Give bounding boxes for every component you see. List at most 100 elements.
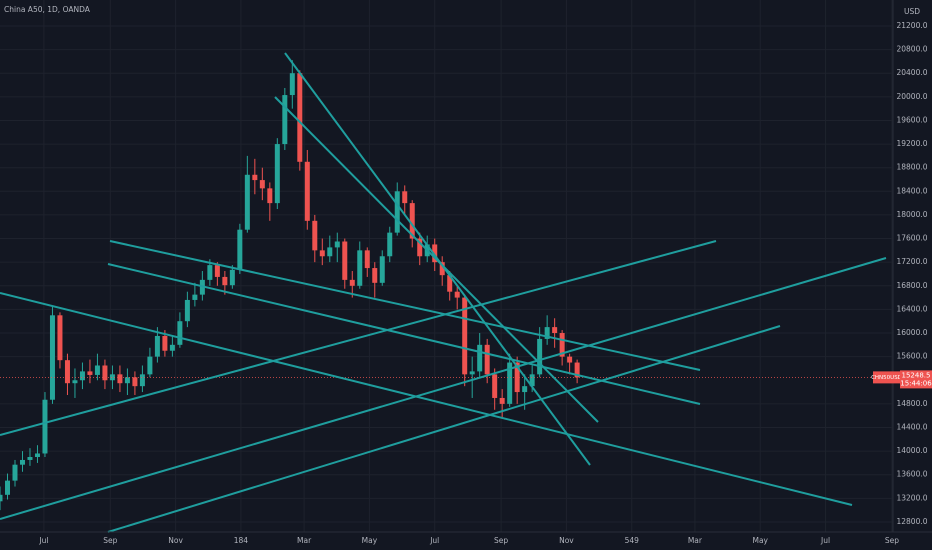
y-tick-label: 20000.0 xyxy=(896,92,927,101)
candle-body xyxy=(117,374,123,384)
candle-body xyxy=(507,362,513,404)
candle-body xyxy=(304,161,310,221)
candle-body xyxy=(342,241,348,280)
x-tick-label: Jul xyxy=(429,536,439,545)
candle-body xyxy=(522,386,528,393)
candle-body xyxy=(79,371,85,381)
candle-body xyxy=(0,494,3,502)
countdown-label: 15:44:06 xyxy=(900,379,932,387)
candle-body xyxy=(252,174,258,181)
y-tick-label: 20400.0 xyxy=(896,68,927,77)
candle-body xyxy=(49,315,55,400)
candle-body xyxy=(34,453,40,458)
candle-body xyxy=(552,327,558,334)
symbol-label-box xyxy=(873,371,900,384)
candle-body xyxy=(372,268,378,283)
trend-line xyxy=(284,52,591,466)
x-tick-label: Sep xyxy=(885,536,899,545)
trend-line xyxy=(0,240,717,436)
candle-body xyxy=(559,333,565,357)
candle-body xyxy=(514,362,520,393)
x-tick-label: May xyxy=(752,536,768,545)
x-tick-label: 549 xyxy=(625,536,640,545)
candle-body xyxy=(529,374,535,387)
candle-body xyxy=(282,95,288,145)
trend-line xyxy=(0,292,853,506)
trend-line xyxy=(109,240,701,371)
candle-body xyxy=(289,73,295,96)
candle-body xyxy=(477,344,483,372)
candle-body xyxy=(409,203,415,239)
y-tick-label: 20800.0 xyxy=(896,45,927,54)
candle-body xyxy=(574,362,580,378)
candle-body xyxy=(469,371,475,375)
candle-body xyxy=(244,174,250,230)
y-tick-label: 14000.0 xyxy=(896,446,927,455)
y-tick-label: 16000.0 xyxy=(896,328,927,337)
y-tick-label: 18000.0 xyxy=(896,210,927,219)
candle-body xyxy=(229,269,235,286)
candle-body xyxy=(454,291,460,298)
candle-body xyxy=(379,256,385,283)
candles xyxy=(0,60,893,511)
candle-body xyxy=(154,335,160,357)
candle-body xyxy=(537,338,543,375)
candle-body xyxy=(102,365,108,381)
candle-body xyxy=(162,335,168,351)
x-tick-label: Nov xyxy=(168,536,183,545)
candle-body xyxy=(64,360,70,384)
candle-body xyxy=(357,250,363,286)
candle-body xyxy=(214,265,220,277)
y-tick-label: 12800.0 xyxy=(896,517,927,526)
candle-body xyxy=(12,464,18,481)
candle-body xyxy=(364,250,370,269)
candle-body xyxy=(297,73,303,162)
candle-body xyxy=(394,191,400,233)
candle-body xyxy=(184,299,190,322)
x-tick-label: 184 xyxy=(234,536,249,545)
y-tick-label: 19200.0 xyxy=(896,139,927,148)
y-tick-label: 18400.0 xyxy=(896,186,927,195)
trend-line xyxy=(0,257,887,520)
trend-line xyxy=(107,325,781,533)
candle-body xyxy=(207,265,213,280)
y-tick-label: 21200.0 xyxy=(896,21,927,30)
candle-body xyxy=(447,275,453,292)
candle-body xyxy=(349,279,355,286)
last-price-box xyxy=(900,370,932,389)
candle-body xyxy=(124,377,130,384)
candle-body xyxy=(327,247,333,257)
candle-body xyxy=(177,321,183,345)
candle-body xyxy=(432,244,438,263)
y-tick-label: 14800.0 xyxy=(896,399,927,408)
y-tick-label: 17200.0 xyxy=(896,257,927,266)
x-tick-label: Sep xyxy=(103,536,117,545)
candle-body xyxy=(19,459,25,465)
candle-body xyxy=(492,374,498,398)
candle-body xyxy=(42,399,48,454)
y-tick-label: 19600.0 xyxy=(896,115,927,124)
candle-body xyxy=(274,144,280,204)
candle-body xyxy=(237,229,243,270)
candle-body xyxy=(387,232,393,257)
axes: 21200.0 20800.0 20400.0 20000.0 19600.0 19200… xyxy=(38,21,932,545)
candle-body xyxy=(72,380,78,384)
y-tick-label: 13200.0 xyxy=(896,493,927,502)
symbol-label: CHN50USD xyxy=(871,375,902,381)
candle-body xyxy=(312,220,318,251)
trend-lines xyxy=(0,52,887,533)
candle-body xyxy=(139,374,145,387)
chart-title: China A50, 1D, OANDA xyxy=(4,5,91,14)
x-tick-label: Nov xyxy=(559,536,574,545)
y-tick-label: 13600.0 xyxy=(896,470,927,479)
candle-body xyxy=(267,188,273,204)
candle-body xyxy=(222,276,228,286)
y-tick-label: 16800.0 xyxy=(896,281,927,290)
candle-body xyxy=(499,397,505,404)
candle-body xyxy=(567,356,573,363)
price-unit: USD xyxy=(904,7,920,16)
candle-body xyxy=(462,297,468,375)
x-tick-label: Jul xyxy=(820,536,830,545)
